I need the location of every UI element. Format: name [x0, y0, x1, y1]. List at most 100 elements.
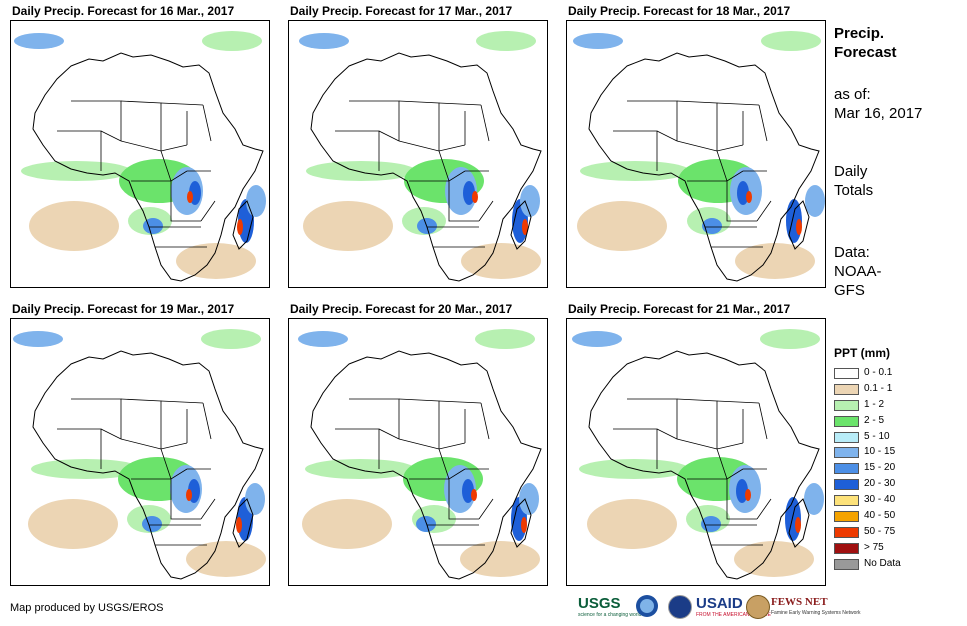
precip-area	[176, 243, 256, 279]
legend-swatch	[834, 415, 859, 427]
precip-area	[463, 181, 475, 205]
africa-precip-svg	[14, 31, 266, 282]
precip-area	[476, 31, 536, 51]
country-border	[378, 428, 400, 440]
usaid-logo: USAID	[696, 595, 743, 612]
country-border	[448, 181, 479, 222]
precip-map	[10, 20, 270, 288]
country-border	[200, 498, 216, 520]
precip-area	[737, 181, 749, 205]
country-border	[758, 402, 768, 440]
precip-area	[186, 489, 192, 501]
coastline	[32, 52, 264, 282]
coastline	[310, 350, 542, 580]
precip-map	[566, 318, 826, 586]
legend-swatch	[834, 431, 859, 443]
usgs-logo: USGS	[578, 595, 621, 612]
legend-title: PPT (mm)	[834, 346, 891, 360]
precip-area	[21, 161, 131, 181]
precip-area	[298, 331, 348, 347]
legend-swatch	[834, 526, 859, 538]
country-border	[676, 438, 744, 450]
coastline	[588, 52, 820, 282]
country-border	[71, 398, 122, 439]
precip-area	[460, 541, 540, 577]
africa-precip-svg	[572, 329, 824, 580]
fews-tagline: Famine Early Warning Systems Network	[771, 610, 861, 616]
precip-area	[736, 479, 748, 503]
panel-title: Daily Precip. Forecast for 20 Mar., 2017	[290, 302, 513, 316]
coastline	[510, 498, 532, 548]
country-border	[160, 150, 172, 182]
usaid-tagline: FROM THE AMERICAN PEOPLE	[696, 612, 771, 618]
coastline	[588, 350, 820, 580]
precip-map	[288, 318, 548, 586]
legend-swatch	[834, 383, 859, 395]
precip-area	[201, 329, 261, 349]
precip-area	[462, 479, 474, 503]
precip-area	[573, 33, 623, 49]
precip-area	[306, 161, 416, 181]
panel-title: Daily Precip. Forecast for 21 Mar., 2017	[568, 302, 791, 316]
precip-area	[519, 483, 539, 515]
precip-area	[577, 201, 667, 251]
precip-area	[734, 541, 814, 577]
forecast-panel-17-mar: Daily Precip. Forecast for 17 Mar., 2017	[288, 4, 548, 290]
legend-label: 0.1 - 1	[864, 382, 893, 394]
country-border	[627, 398, 678, 439]
country-border	[480, 104, 490, 142]
country-border	[202, 104, 212, 142]
legend-label: 40 - 50	[864, 510, 896, 522]
country-border	[100, 428, 122, 440]
country-border	[398, 438, 466, 450]
country-border	[716, 448, 728, 480]
precip-area	[142, 516, 162, 532]
precip-area	[246, 185, 266, 217]
legend-label: No Data	[864, 557, 901, 569]
country-border	[656, 428, 678, 440]
credit-text: Map produced by USGS/EROS	[10, 602, 164, 614]
country-border	[398, 398, 440, 449]
precip-area	[572, 331, 622, 347]
africa-precip-svg	[573, 31, 825, 282]
precip-area	[746, 191, 752, 203]
precip-map	[566, 20, 826, 288]
legend-label: 15 - 20	[864, 462, 896, 474]
asof-label: as of:	[834, 86, 871, 103]
precip-area	[805, 185, 825, 217]
legend-swatch	[834, 368, 859, 379]
forecast-panel-20-mar: Daily Precip. Forecast for 20 Mar., 2017	[288, 302, 548, 588]
usgs-tagline: science for a changing world	[578, 612, 642, 618]
precip-area	[245, 483, 265, 515]
forecast-panel-18-mar: Daily Precip. Forecast for 18 Mar., 2017	[566, 4, 826, 290]
precip-area	[461, 243, 541, 279]
country-border	[478, 200, 494, 222]
precip-area	[29, 201, 119, 251]
legend-swatch	[834, 447, 859, 459]
country-border	[120, 140, 188, 152]
country-border	[398, 100, 440, 151]
precip-area	[475, 329, 535, 349]
country-border	[120, 398, 162, 449]
precip-area	[236, 517, 242, 533]
forecast-panel-21-mar: Daily Precip. Forecast for 21 Mar., 2017	[566, 302, 826, 588]
country-border	[349, 100, 400, 141]
heading-line1: Precip.	[834, 25, 885, 42]
panel-title: Daily Precip. Forecast for 18 Mar., 2017	[568, 4, 791, 18]
country-border	[160, 400, 204, 404]
country-border	[726, 479, 757, 520]
country-border	[448, 479, 479, 520]
precip-area	[795, 517, 801, 533]
country-border	[170, 181, 201, 222]
country-border	[726, 181, 757, 222]
country-border	[202, 402, 212, 440]
precip-area	[521, 517, 527, 533]
country-border	[160, 102, 204, 106]
africa-precip-svg	[298, 329, 542, 580]
forecast-panel-16-mar: Daily Precip. Forecast for 16 Mar., 2017	[10, 4, 270, 290]
precip-area	[186, 541, 266, 577]
coastline	[232, 498, 254, 548]
precip-area	[796, 219, 802, 235]
legend-swatch	[834, 558, 859, 570]
fews-net-logo: FEWS NET	[771, 596, 828, 608]
